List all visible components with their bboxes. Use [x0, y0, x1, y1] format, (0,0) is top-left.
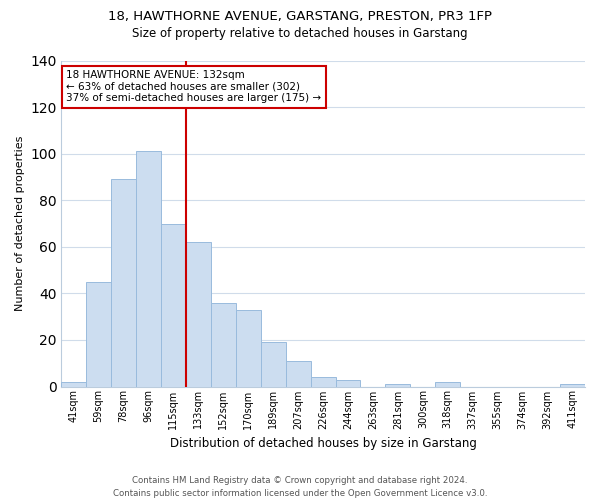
Bar [436, 382, 460, 386]
Bar [236, 310, 260, 386]
Text: Size of property relative to detached houses in Garstang: Size of property relative to detached ho… [132, 28, 468, 40]
Bar [311, 377, 335, 386]
Bar [86, 282, 111, 387]
Bar [260, 342, 286, 386]
Bar [136, 152, 161, 386]
Bar [186, 242, 211, 386]
X-axis label: Distribution of detached houses by size in Garstang: Distribution of detached houses by size … [170, 437, 476, 450]
Bar [61, 382, 86, 386]
Text: Contains HM Land Registry data © Crown copyright and database right 2024.
Contai: Contains HM Land Registry data © Crown c… [113, 476, 487, 498]
Y-axis label: Number of detached properties: Number of detached properties [15, 136, 25, 311]
Bar [111, 180, 136, 386]
Bar [211, 302, 236, 386]
Bar [560, 384, 585, 386]
Bar [335, 380, 361, 386]
Text: 18 HAWTHORNE AVENUE: 132sqm
← 63% of detached houses are smaller (302)
37% of se: 18 HAWTHORNE AVENUE: 132sqm ← 63% of det… [67, 70, 322, 104]
Bar [286, 361, 311, 386]
Text: 18, HAWTHORNE AVENUE, GARSTANG, PRESTON, PR3 1FP: 18, HAWTHORNE AVENUE, GARSTANG, PRESTON,… [108, 10, 492, 23]
Bar [161, 224, 186, 386]
Bar [385, 384, 410, 386]
